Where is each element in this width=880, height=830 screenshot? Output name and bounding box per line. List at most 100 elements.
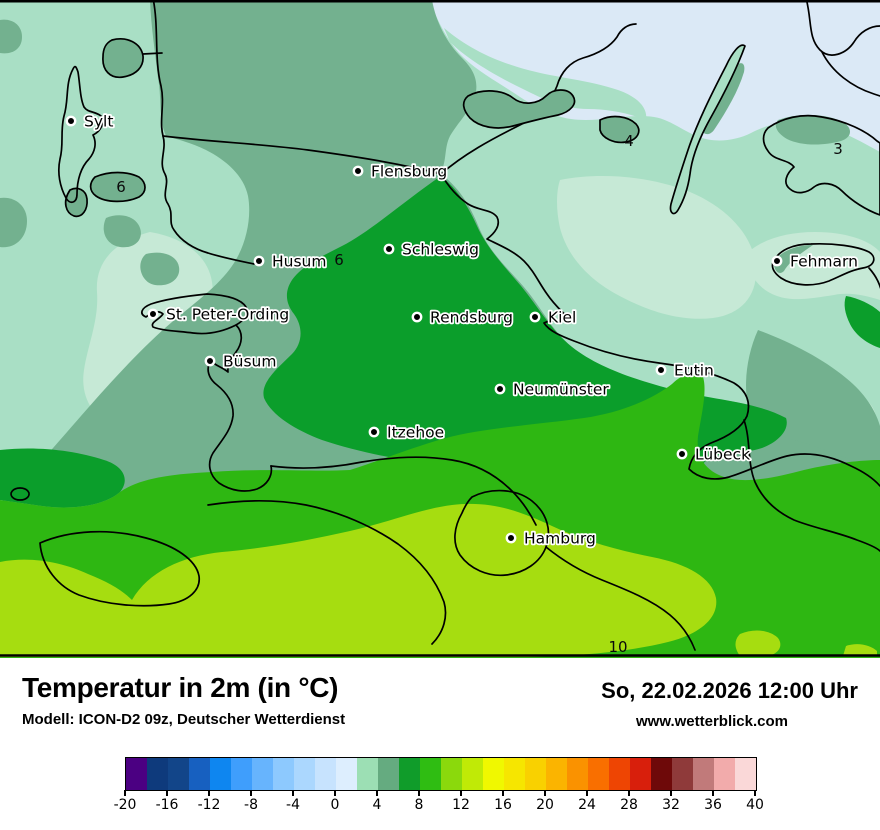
river-elbe-south <box>207 500 447 645</box>
island-amrum <box>64 187 88 218</box>
city-label-l-beck: Lübeck <box>695 446 750 464</box>
loop-cuxhaven <box>39 530 200 607</box>
colorbar-tick-28 <box>628 790 630 796</box>
city-label-kiel: Kiel <box>548 309 576 327</box>
colorbar-tick-0 <box>334 790 336 796</box>
island-tiny <box>10 487 30 501</box>
city-label-sylt: Sylt <box>84 113 113 131</box>
city-label-eutin: Eutin <box>674 362 714 380</box>
region-jutland <box>150 0 477 176</box>
colorbar-cell--2 <box>315 758 336 790</box>
coastline-dithmarschen <box>207 324 273 492</box>
region-fehmarn-sound <box>745 232 880 300</box>
colorbar-tick--4 <box>292 790 294 796</box>
region-cold-baltic <box>430 0 880 152</box>
valid-datetime: So, 22.02.2026 12:00 Uhr <box>601 678 858 703</box>
colorbar-cell--8 <box>252 758 273 790</box>
colorbar-tick-40 <box>754 790 756 796</box>
isotherm-label-10: 10 <box>608 638 627 656</box>
border-hamburg <box>454 489 550 577</box>
colorbar-tick--16 <box>166 790 168 796</box>
colorbar-tick-label--16: -16 <box>155 797 179 813</box>
city-label-b-sum: Büsum <box>223 353 276 371</box>
island-roemoe <box>102 38 144 79</box>
city-label-st-peter-ording: St. Peter-Ording <box>166 306 289 324</box>
colorbar-tick--20 <box>124 790 126 796</box>
city-marker-itzehoe <box>368 426 380 438</box>
colorbar-tick-32 <box>670 790 672 796</box>
colorbar-tick-label-12: 12 <box>452 797 470 813</box>
island-small <box>599 115 640 144</box>
coastline-top-right-2 <box>821 51 880 97</box>
colorbar-cell--20 <box>126 758 147 790</box>
colorbar-cell--4 <box>294 758 315 790</box>
colorbar-tick-8 <box>418 790 420 796</box>
region-danish-belt <box>444 28 647 120</box>
colorbar-tick-label-32: 32 <box>662 797 680 813</box>
city-label-rendsburg: Rendsburg <box>430 309 513 327</box>
island-foehr <box>89 171 146 203</box>
colorbar-tick-label--8: -8 <box>244 797 258 813</box>
colorbar-cell-24 <box>588 758 609 790</box>
model-info: Modell: ICON-D2 09z, Deutscher Wetterdie… <box>22 711 346 728</box>
island-sylt <box>57 65 104 204</box>
colorbar-cell-4 <box>378 758 399 790</box>
colorbar-tick-label-20: 20 <box>536 797 554 813</box>
website-credit: www.wetterblick.com <box>636 713 788 730</box>
colorbar-tick-label-36: 36 <box>704 797 722 813</box>
colorbar-cell-26 <box>609 758 630 790</box>
city-marker-eutin <box>655 364 667 376</box>
colorbar-cell-28 <box>630 758 651 790</box>
colorbar-tick-36 <box>712 790 714 796</box>
coastline-baltic-german <box>440 173 880 487</box>
border-germany-denmark <box>162 135 442 175</box>
colorbar-tick-12 <box>460 790 462 796</box>
city-label-itzehoe: Itzehoe <box>387 424 444 442</box>
region-edge-6-8 <box>844 296 880 348</box>
colorbar-tick-label-16: 16 <box>494 797 512 813</box>
city-marker-rendsburg <box>411 311 423 323</box>
region-sea-6-8 <box>0 448 125 508</box>
city-markers: Sylt Flensburg Schleswig Husum Fehmarn St. Pe… <box>65 111 860 549</box>
city-marker-st-peter-ording <box>147 308 159 320</box>
colorbar-cell-34 <box>693 758 714 790</box>
colorbar-tick-label-4: 4 <box>372 797 382 813</box>
colorbar-cell-10 <box>441 758 462 790</box>
colorbar-cell-36 <box>714 758 735 790</box>
island-als <box>669 44 746 215</box>
colorbar-cell-18 <box>525 758 546 790</box>
colorbar-tick-label-28: 28 <box>620 797 638 813</box>
region-10-12-patch <box>735 630 781 656</box>
colorbar-labels: -20 -16 -12 -8 -4 0 4 8 12 16 20 24 28 32 36 40 <box>114 797 764 817</box>
colorbar-cell-30 <box>651 758 672 790</box>
peninsula-eiderstedt <box>141 293 248 335</box>
colorbar-tick-label-24: 24 <box>578 797 596 813</box>
coastline-denmark-baltic <box>440 23 637 175</box>
colorbar-cell-16 <box>504 758 525 790</box>
colorbar-cell-12 <box>462 758 483 790</box>
river-elbe-tail <box>545 546 696 651</box>
city-marker-husum <box>253 255 265 267</box>
tidal-patch <box>103 215 141 248</box>
colorbar-tick-label--12: -12 <box>197 797 221 813</box>
region-elbe-10-12 <box>0 503 717 657</box>
tidal-patch <box>0 19 22 54</box>
coastline-elbe-north <box>270 456 537 526</box>
colorbar-cell-0 <box>336 758 357 790</box>
city-marker-neum-nster <box>494 383 506 395</box>
island-patch <box>774 245 813 273</box>
colorbar-cell--18 <box>147 758 168 790</box>
island-fehmarn <box>771 242 875 286</box>
city-label-husum: Husum <box>272 253 326 271</box>
colorbar-tick-label-8: 8 <box>414 797 424 813</box>
colorbar-cell--16 <box>168 758 189 790</box>
coastline-jutland-west <box>152 0 255 265</box>
isotherm-label-4: 4 <box>624 132 634 150</box>
colorbar-cell-38 <box>735 758 756 790</box>
tidal-patch <box>140 252 180 286</box>
colorbar-tick-label--4: -4 <box>286 797 300 813</box>
colorbar-cell-14 <box>483 758 504 790</box>
colorbar-cell-20 <box>546 758 567 790</box>
city-marker-b-sum <box>204 355 216 367</box>
colorbar-cell--10 <box>231 758 252 790</box>
